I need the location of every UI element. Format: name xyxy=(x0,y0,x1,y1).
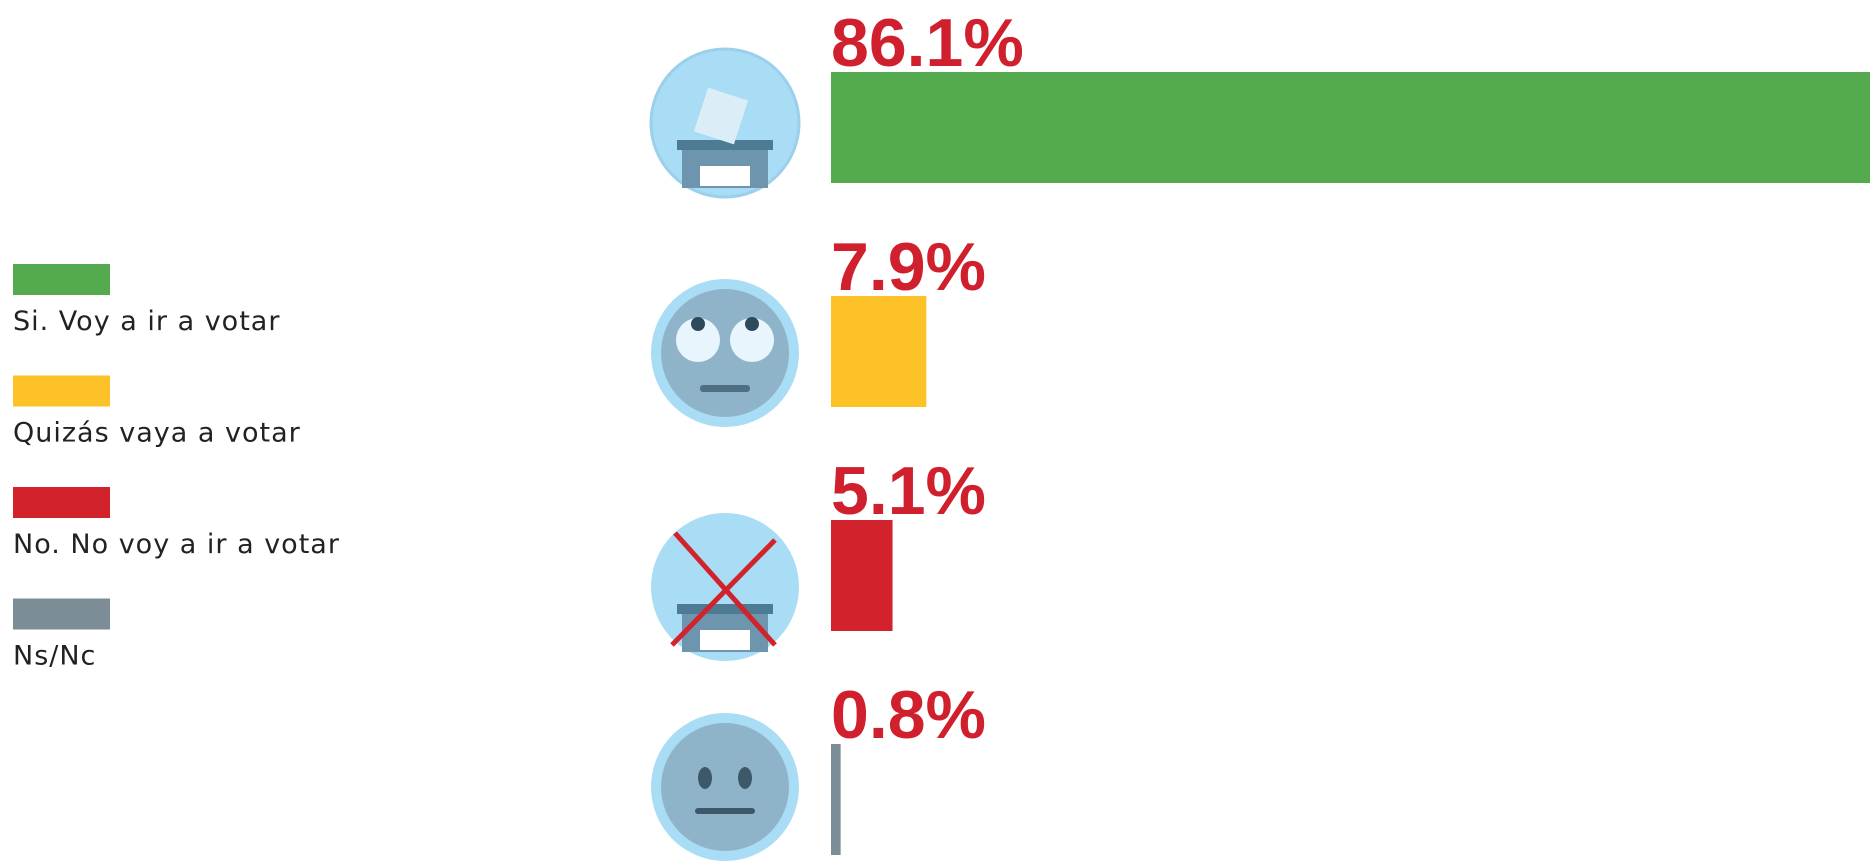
bar xyxy=(831,72,1870,183)
bar xyxy=(831,520,893,631)
icon-shape xyxy=(677,604,773,614)
legend-swatch xyxy=(13,487,110,518)
icon-shape xyxy=(698,767,712,789)
legend-swatch xyxy=(13,376,110,407)
value-label: 86.1% xyxy=(831,5,1024,81)
icon-shape xyxy=(677,140,773,150)
legend-swatch xyxy=(13,264,110,295)
legend-label: No. No voy a ir a votar xyxy=(13,529,340,560)
page: {"chart_data": {"type": "bar", "categori… xyxy=(0,0,1870,861)
legend-swatch xyxy=(13,599,110,630)
chart: 86.1% 7.9% 5.1% 0.8% Si. Voy a ir a votar Qui… xyxy=(0,0,1870,861)
icon-shape xyxy=(691,317,705,331)
value-label: 0.8% xyxy=(831,677,986,753)
bar xyxy=(831,296,926,407)
icon-shape xyxy=(700,385,750,392)
bar xyxy=(831,744,841,855)
value-label: 7.9% xyxy=(831,229,986,305)
icon-shape xyxy=(700,630,750,650)
legend-label: Ns/Nc xyxy=(13,641,96,672)
value-label: 5.1% xyxy=(831,453,986,529)
icon-shape xyxy=(661,289,789,417)
icon-shape xyxy=(695,808,755,814)
icon-shape xyxy=(738,767,752,789)
icon-shape xyxy=(745,317,759,331)
icon-shape xyxy=(661,723,789,851)
icon-shape xyxy=(700,166,750,186)
icons xyxy=(651,49,799,861)
legend-label: Quizás vaya a votar xyxy=(13,418,301,449)
legend-label: Si. Voy a ir a votar xyxy=(13,306,280,337)
